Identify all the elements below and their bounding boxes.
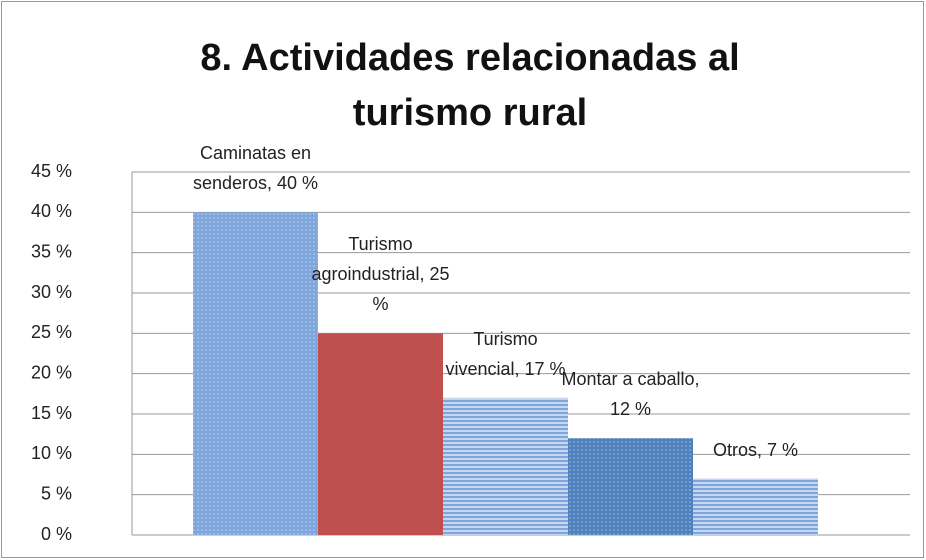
chart-title: 8. Actividades relacionadas al — [200, 37, 739, 79]
data-label: Turismo agroindustrial, 25 % — [311, 234, 450, 315]
y-tick-label: 15 % — [31, 403, 72, 423]
data-label: Turismo vivencial, 17 % — [445, 328, 566, 379]
bar — [568, 438, 693, 535]
data-label: Caminatas en senderos, 40 % — [192, 143, 319, 194]
bar — [318, 333, 443, 535]
bar — [443, 397, 568, 535]
y-tick-label: 45 % — [31, 161, 72, 181]
bar — [193, 212, 318, 536]
y-tick-label: 0 % — [41, 524, 72, 544]
y-tick-label: 30 % — [31, 282, 72, 302]
data-label: Montar a caballo, 12 % — [561, 369, 700, 420]
bar — [693, 478, 818, 535]
y-tick-label: 10 % — [31, 443, 72, 463]
data-label: Otros, 7 % — [712, 439, 799, 460]
y-tick-label: 40 % — [31, 201, 72, 221]
y-tick-label: 20 % — [31, 362, 72, 382]
y-tick-label: 35 % — [31, 241, 72, 261]
y-tick-label: 5 % — [41, 483, 72, 503]
y-tick-label: 25 % — [31, 322, 72, 342]
chart-title: turismo rural — [353, 92, 587, 134]
